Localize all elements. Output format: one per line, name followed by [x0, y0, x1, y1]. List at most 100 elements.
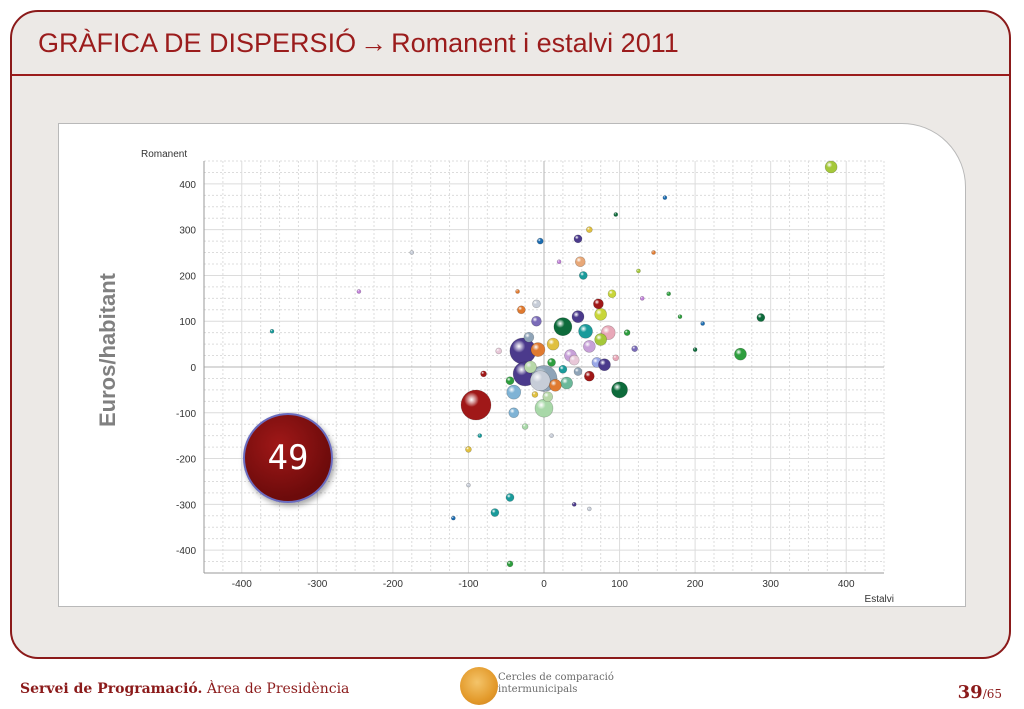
page-number: 39/65 [958, 682, 1002, 703]
data-point [639, 296, 645, 301]
data-point [611, 381, 628, 399]
data-point [594, 333, 607, 346]
data-point [666, 291, 671, 297]
data-point [269, 328, 275, 334]
x-tick-label: 100 [611, 579, 628, 590]
scatter-chart: -400 -300 -200 -100 0 100 200 300 400 400 300 200 10… [95, 149, 894, 605]
y-tick-label: 200 [179, 271, 196, 282]
data-point [465, 446, 472, 453]
data-point [558, 364, 568, 374]
data-point [631, 345, 638, 352]
data-point [546, 337, 560, 351]
data-point [532, 299, 541, 309]
logo-text: Cercles de comparació intermunicipals [498, 672, 614, 696]
data-point [508, 407, 520, 419]
data-point [662, 195, 668, 200]
slide-number-badge: 49 [243, 413, 333, 503]
data-point [356, 289, 362, 294]
points-layer [269, 160, 838, 568]
title-divider [12, 74, 1009, 76]
y-tick-label: -100 [176, 409, 196, 420]
data-point [734, 347, 747, 361]
data-point [531, 315, 542, 327]
logo-line-1: Cercles de comparació [498, 672, 614, 683]
data-point [571, 502, 577, 507]
x-tick-label: 300 [762, 579, 779, 590]
x-tick-label: -300 [307, 579, 327, 590]
data-point [573, 367, 583, 376]
page-current: 39 [957, 682, 983, 703]
data-point [536, 237, 544, 245]
data-point [651, 250, 656, 255]
logo-line-2: intermunicipals [498, 684, 578, 695]
x-tick-label: -400 [232, 579, 252, 590]
data-point [553, 317, 573, 337]
footer-area-name: Àrea de Presidència [202, 681, 350, 697]
data-point [584, 370, 595, 382]
x-tick-label: -100 [458, 579, 478, 590]
data-point [578, 271, 588, 280]
data-point [542, 391, 554, 403]
data-point [480, 370, 487, 378]
data-point [524, 360, 537, 374]
data-point [490, 508, 500, 517]
title-subtitle: Romanent i estalvi 2011 [391, 28, 679, 58]
data-point [574, 256, 586, 268]
title-bar: GRÀFICA DE DISPERSIÓ → Romanent i estalvi … [10, 10, 1011, 76]
data-point [477, 433, 483, 438]
data-point [451, 515, 456, 521]
data-point [506, 384, 522, 400]
footer-logo: Cercles de comparació intermunicipals [460, 667, 614, 707]
data-point [700, 321, 705, 326]
y-tick-label: -400 [176, 546, 196, 557]
data-point [521, 423, 529, 430]
data-point [530, 342, 546, 357]
data-point [571, 310, 585, 323]
arrow-icon: → [360, 28, 388, 58]
data-point [560, 376, 573, 390]
page-total: /65 [982, 687, 1002, 701]
x-tick-label: 400 [838, 579, 855, 590]
data-point [612, 354, 620, 362]
data-point [573, 234, 583, 244]
data-point [756, 313, 766, 322]
data-point [636, 268, 641, 274]
data-point [534, 398, 554, 418]
data-point [623, 329, 631, 336]
y-tick-label: 300 [179, 226, 196, 237]
chart-panel: -400 -300 -200 -100 0 100 200 300 400 400 300 200 10… [58, 123, 966, 607]
data-point [568, 354, 580, 366]
data-point [583, 340, 596, 353]
data-point [578, 323, 593, 339]
data-point [607, 289, 617, 299]
x-axis-label: Estalvi [865, 594, 894, 605]
data-point [549, 379, 562, 392]
data-point [594, 308, 607, 321]
data-point [409, 250, 415, 255]
y-tick-label: 100 [179, 317, 196, 328]
data-point [613, 212, 619, 217]
data-point [531, 391, 539, 398]
x-tick-label: 0 [541, 579, 547, 590]
x-tick-label: -200 [383, 579, 403, 590]
data-point [549, 433, 554, 438]
footer-org-name: Servei de Programació. [20, 681, 203, 697]
y-tick-label: 0 [190, 363, 196, 374]
data-point [506, 560, 514, 568]
data-point [587, 506, 592, 512]
footer-organization: Servei de Programació. Àrea de Presidènc… [20, 681, 349, 697]
data-point [598, 358, 611, 372]
data-point [556, 259, 562, 265]
slide-title: GRÀFICA DE DISPERSIÓ → Romanent i estalvi … [38, 28, 679, 59]
units-label: Euros/habitant [95, 272, 120, 427]
title-main: GRÀFICA DE DISPERSIÓ [38, 28, 357, 58]
y-axis-label: Romanent [141, 149, 187, 160]
data-point [460, 389, 492, 421]
data-point [505, 493, 515, 502]
x-tick-label: 200 [687, 579, 704, 590]
data-point [677, 314, 683, 319]
data-point [505, 376, 515, 386]
data-point [515, 289, 520, 294]
y-tick-label: -300 [176, 500, 196, 511]
y-tick-label: -200 [176, 455, 196, 466]
